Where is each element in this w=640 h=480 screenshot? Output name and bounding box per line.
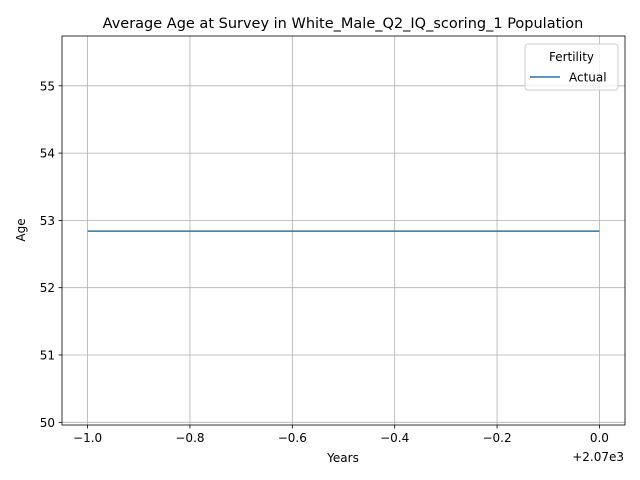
y-axis-label: Age xyxy=(14,218,28,241)
y-tick-label: 50 xyxy=(40,416,55,430)
x-tick-label: −0.6 xyxy=(278,431,307,445)
tick-layer: −1.0 −0.8 −0.6 −0.4 −0.2 0.0 50 51 52 53 54 55 xyxy=(40,79,609,445)
x-tick-label: −0.4 xyxy=(380,431,409,445)
legend-box xyxy=(524,43,619,91)
y-tick-label: 54 xyxy=(40,147,55,161)
x-tick-label: −0.8 xyxy=(175,431,204,445)
y-tick-label: 51 xyxy=(40,349,55,363)
x-axis-label: Years xyxy=(326,451,359,465)
x-tick-label: −1.0 xyxy=(73,431,102,445)
chart-title: Average Age at Survey in White_Male_Q2_I… xyxy=(103,16,584,32)
x-tick-label: −0.2 xyxy=(482,431,511,445)
x-tick-label: 0.0 xyxy=(590,431,609,445)
y-tick-label: 53 xyxy=(40,214,55,228)
plot-frame xyxy=(61,35,626,426)
y-tick-label: 55 xyxy=(40,79,55,93)
x-offset-label: +2.07e3 xyxy=(572,450,624,464)
y-tick-label: 52 xyxy=(40,281,55,295)
legend: Fertility Actual xyxy=(524,43,619,91)
legend-title: Fertility xyxy=(549,50,594,64)
legend-label-actual: Actual xyxy=(569,71,607,85)
